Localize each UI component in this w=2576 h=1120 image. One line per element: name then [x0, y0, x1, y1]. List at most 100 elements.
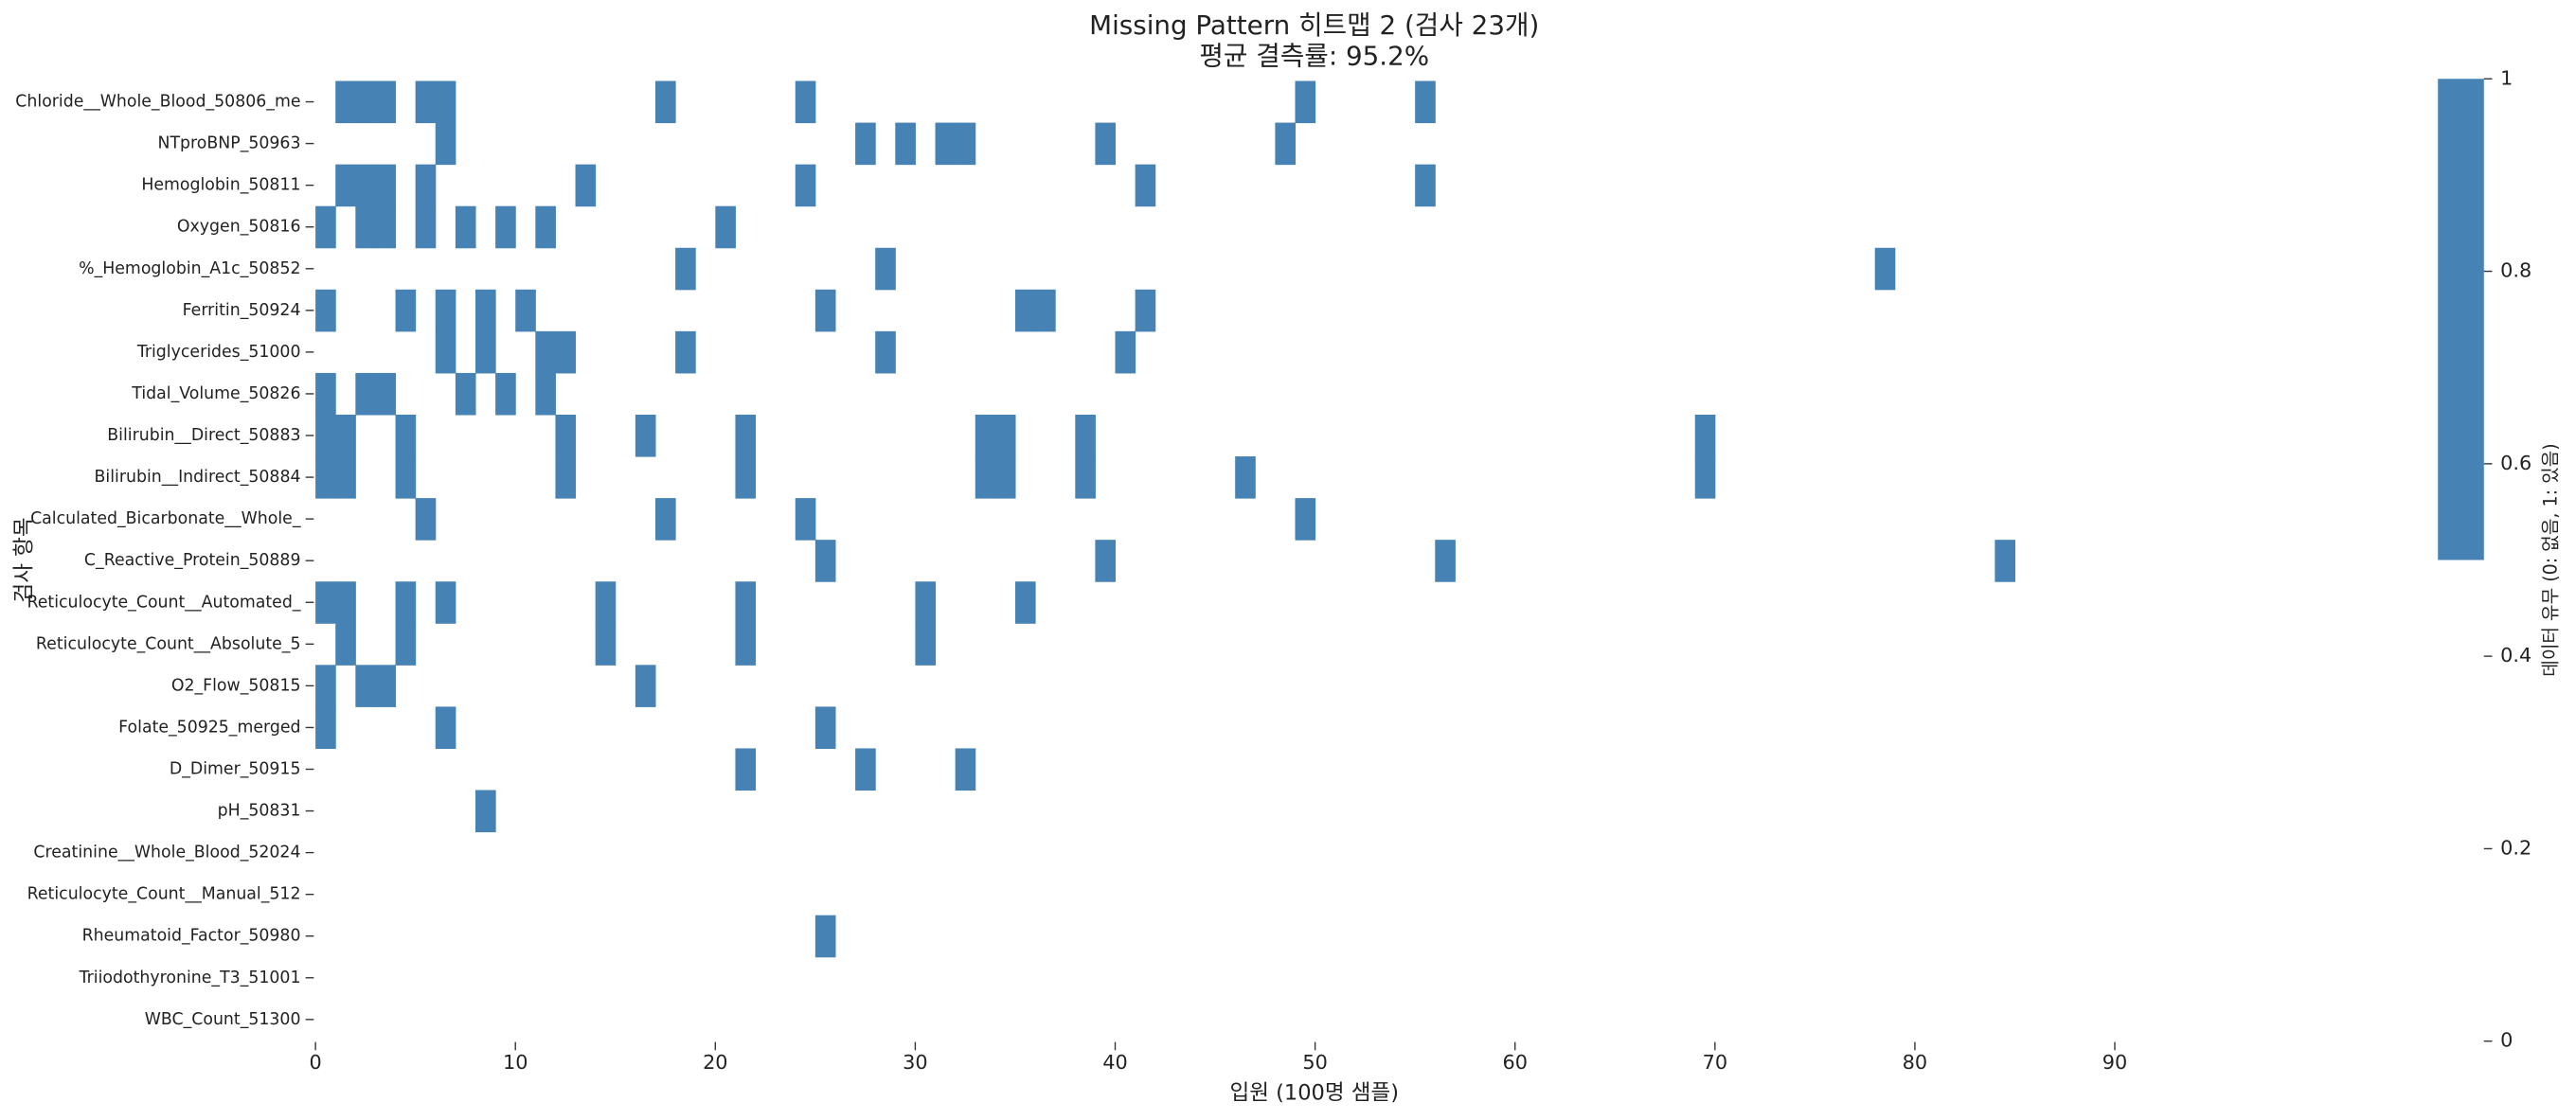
cell — [355, 80, 376, 124]
y-tick-label: Triiodothyronine_T3_51001 — [79, 969, 301, 987]
colorbar-tick-label: 0.2 — [2500, 836, 2531, 859]
cell — [1435, 540, 1456, 582]
cell — [814, 706, 836, 749]
cell — [555, 456, 577, 499]
cell — [955, 122, 976, 166]
y-tick-label: Calculated_Bicarbonate__Whole_ — [30, 509, 301, 528]
x-tick-label: 80 — [1903, 1051, 1927, 1074]
cell — [535, 330, 556, 374]
y-tick-label: Reticulocyte_Count__Manual_512 — [27, 885, 301, 904]
y-tick-label: C_Reactive_Protein_50889 — [84, 551, 301, 570]
cell — [474, 790, 496, 833]
x-tick-label: 60 — [1502, 1051, 1527, 1074]
y-tick-label: Bilirubin__Direct_50883 — [107, 426, 300, 445]
cell — [1135, 164, 1156, 207]
colorbar-tick-label: 0 — [2500, 1029, 2513, 1052]
cell — [335, 414, 356, 457]
cell — [1095, 122, 1117, 166]
cell — [355, 372, 376, 416]
cell — [415, 80, 437, 124]
colorbar-tick-label: 0.8 — [2500, 259, 2531, 282]
cell — [375, 80, 397, 124]
cell — [1014, 289, 1036, 332]
cell — [735, 748, 757, 791]
cell — [994, 414, 1016, 457]
cell — [735, 414, 757, 457]
cell — [435, 330, 456, 374]
chart-title: Missing Pattern 히트맵 2 (검사 23개) — [1089, 9, 1539, 41]
y-tick-label: Reticulocyte_Count__Automated_ — [27, 593, 301, 612]
cell — [315, 205, 336, 249]
cell — [455, 372, 476, 416]
cell — [435, 122, 456, 166]
cell — [915, 623, 937, 666]
cell — [435, 706, 456, 749]
cell — [535, 205, 556, 249]
cell — [975, 414, 996, 457]
cell — [654, 80, 676, 124]
y-tick-label: D_Dimer_50915 — [170, 759, 301, 778]
y-tick-label: Bilirubin__Indirect_50884 — [95, 468, 301, 487]
cell — [535, 372, 556, 416]
cell — [375, 665, 397, 707]
cell — [975, 456, 996, 499]
y-tick-label: Rheumatoid_Factor_50980 — [82, 927, 301, 946]
cell — [875, 330, 896, 374]
cell — [575, 164, 597, 207]
cell — [474, 330, 496, 374]
x-tick-label: 70 — [1703, 1051, 1727, 1074]
cell — [654, 498, 676, 541]
cell — [1995, 540, 2015, 582]
cell — [1694, 456, 1716, 499]
cell — [315, 456, 336, 499]
cell — [875, 247, 896, 291]
cell — [315, 665, 336, 707]
cell — [1874, 247, 1896, 291]
cell — [495, 372, 516, 416]
cell — [635, 665, 656, 707]
cell — [335, 623, 356, 666]
cell — [935, 122, 957, 166]
cell — [735, 581, 757, 624]
cell — [335, 456, 356, 499]
x-axis-label: 입원 (100명 샘플) — [1229, 1081, 1399, 1106]
cell — [735, 623, 757, 666]
cell — [315, 706, 336, 749]
y-tick-label: WBC_Count_51300 — [145, 1010, 301, 1029]
cell — [395, 456, 417, 499]
cell — [1035, 289, 1056, 332]
cell — [555, 330, 577, 374]
x-tick-label: 20 — [703, 1051, 727, 1074]
cell — [375, 205, 397, 249]
cell — [595, 623, 617, 666]
cell — [1075, 414, 1096, 457]
cell — [395, 414, 417, 457]
cell — [395, 289, 417, 332]
cell — [1135, 289, 1156, 332]
cell — [415, 164, 437, 207]
cell — [795, 164, 816, 207]
cell — [515, 289, 536, 332]
cell — [855, 122, 876, 166]
colorbar-tick-label: 1 — [2500, 66, 2513, 89]
colorbar-high — [2438, 79, 2484, 560]
cell — [595, 581, 617, 624]
cell — [795, 498, 816, 541]
y-axis-label: 검사 항목 — [12, 517, 37, 602]
cell — [994, 456, 1016, 499]
colorbar-tick-label: 0.4 — [2500, 644, 2531, 667]
cell — [1295, 80, 1316, 124]
cell — [735, 456, 757, 499]
cell — [1235, 456, 1256, 499]
cell — [335, 80, 356, 124]
cell — [1075, 456, 1096, 499]
cell — [1014, 581, 1036, 624]
y-tick-label: NTproBNP_50963 — [158, 134, 301, 153]
cell — [315, 289, 336, 332]
x-tick-label: 50 — [1302, 1051, 1327, 1074]
cell — [635, 414, 656, 457]
y-tick-label: Creatinine__Whole_Blood_52024 — [33, 844, 300, 862]
cell — [455, 205, 476, 249]
